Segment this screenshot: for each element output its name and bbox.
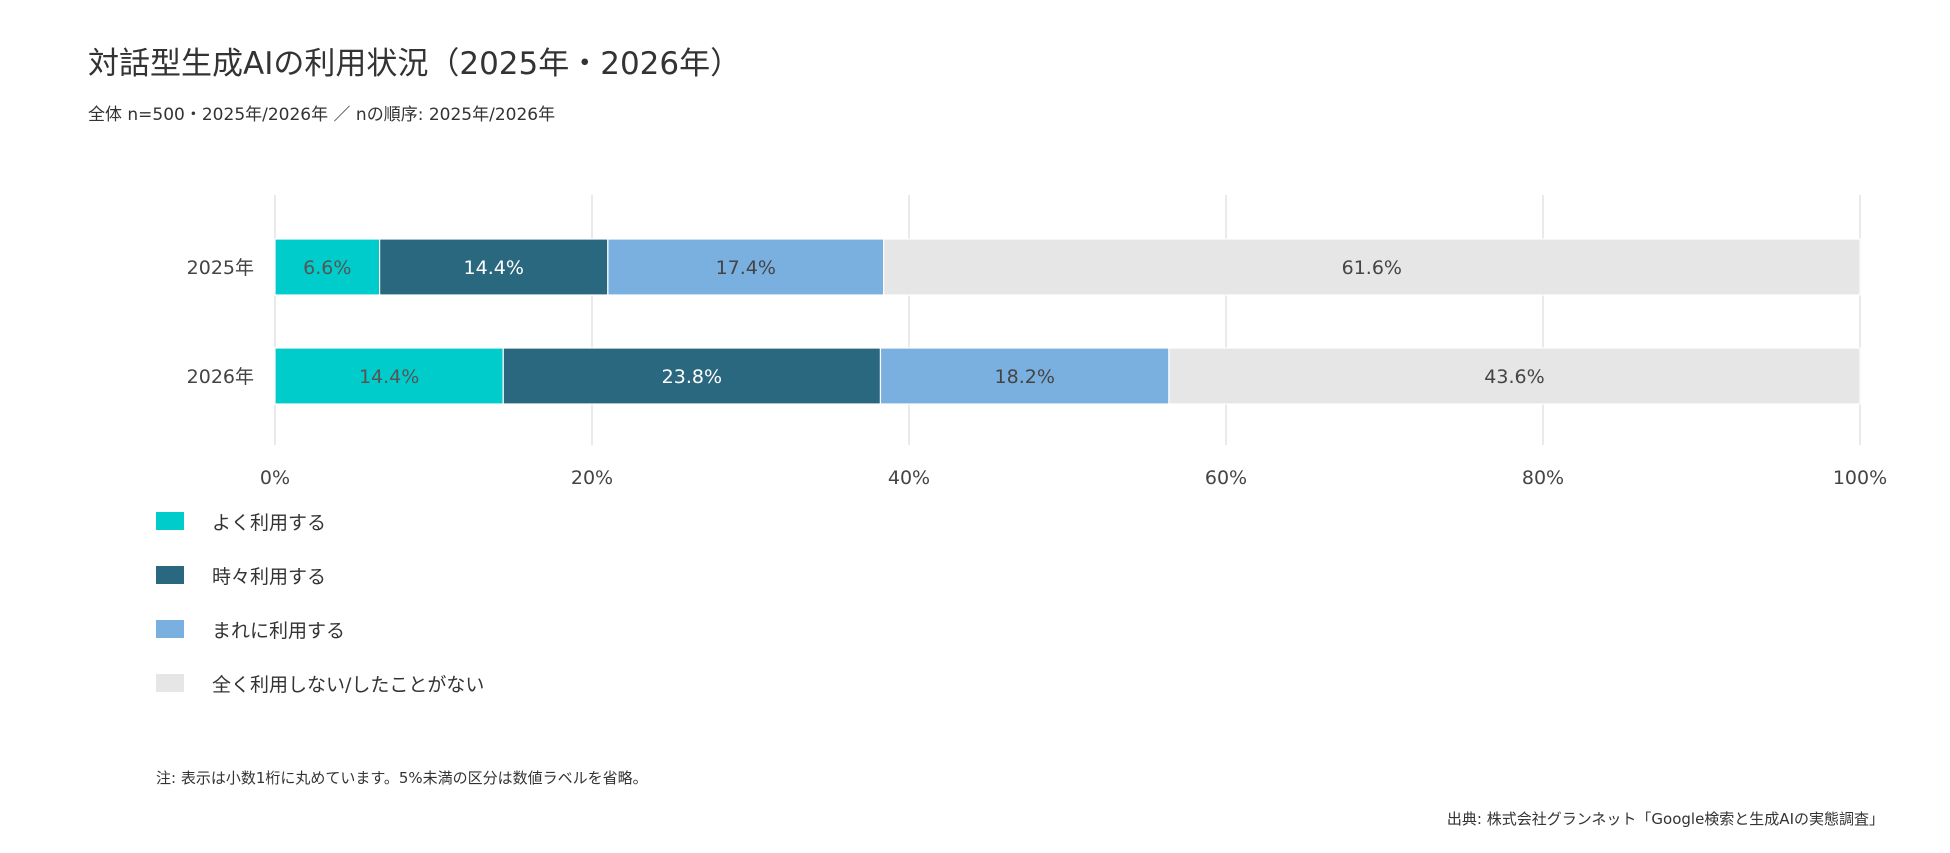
x-tick-label: 20% [571, 467, 613, 489]
legend-swatch [156, 566, 184, 584]
bar-segment [1168, 347, 1861, 405]
data-label: 18.2% [995, 366, 1055, 388]
legend-label: よく利用する [212, 511, 327, 534]
category-label: 2026年 [187, 366, 254, 388]
legend-swatch [156, 674, 184, 692]
bar-segment [883, 238, 1861, 296]
data-label: 14.4% [464, 257, 524, 279]
bar-segment [274, 347, 504, 405]
x-tick-label: 80% [1522, 467, 1564, 489]
chart-note: 注: 表示は小数1桁に丸めています。5%未満の区分は数値ラベルを省略。 [156, 769, 648, 787]
data-label: 14.4% [359, 366, 419, 388]
legend-item: 時々利用する [156, 563, 327, 588]
chart-plot: 6.6% 14.4% 17.4% 61.6%14.4% 23.8% 18.2% 43.6% … [187, 195, 1887, 489]
chart-source: 出典: 株式会社グランネット「Google検索と生成AIの実態調査」 [1446, 810, 1884, 828]
data-labels: 6.6% 14.4% 17.4% 61.6% 14.4% 23.8% 18.2% 43.6% [303, 257, 1544, 388]
chart-subtitle: 全体 n=500・2025年/2026年 ／ nの順序: 2025年/2026年 [88, 105, 556, 125]
grid-lines [274, 195, 1861, 445]
legend-item: まれに利用する [156, 617, 346, 642]
x-tick-label: 100% [1833, 467, 1887, 489]
bar-segment [502, 347, 882, 405]
legend-item: よく利用する [156, 509, 327, 534]
data-label: 43.6% [1484, 366, 1544, 388]
chart-title: 対話型生成AIの利用状況（2025年・2026年） [88, 46, 742, 82]
data-label: 17.4% [716, 257, 776, 279]
bar-segment [274, 238, 381, 296]
legend-label: 全く利用しない/したことがない [212, 673, 485, 696]
legend-label: 時々利用する [212, 565, 327, 588]
legend-swatch [156, 620, 184, 638]
category-label: 2025年 [187, 257, 254, 279]
data-label: 61.6% [1342, 257, 1402, 279]
data-label: 6.6% [303, 257, 351, 279]
x-tick-label: 40% [888, 467, 930, 489]
x-tick-label: 0% [260, 467, 290, 489]
x-tick-label: 60% [1205, 467, 1247, 489]
bar-segment [379, 238, 609, 296]
data-label: 23.8% [662, 366, 722, 388]
bar-segment [879, 347, 1170, 405]
legend-item: 全く利用しない/したことがない [156, 671, 485, 696]
x-tick-labels: 0% 20% 40% 60% 80% 100% [260, 467, 1887, 489]
legend-swatch [156, 512, 184, 530]
category-labels: 2025年 2026年 [187, 257, 254, 388]
legend-label: まれに利用する [212, 619, 346, 642]
bar-segments [274, 238, 1861, 405]
